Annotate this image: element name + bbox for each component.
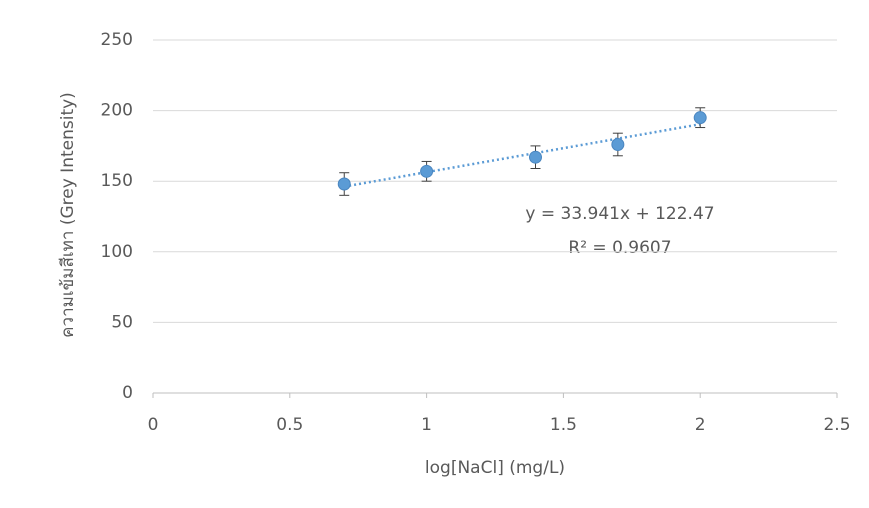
data-point <box>420 164 434 178</box>
y-axis-label: ความเข้มสีเทา (Grey Intensity) <box>58 92 78 338</box>
x-axis-label: log[NaCl] (mg/L) <box>425 458 565 478</box>
y-tick-label: 150 <box>101 171 133 191</box>
data-point <box>337 177 351 191</box>
data-point <box>528 150 542 164</box>
y-tick-label: 50 <box>111 312 133 332</box>
y-tick-label: 100 <box>101 242 133 262</box>
data-point <box>611 137 625 151</box>
x-tick-label: 2 <box>695 415 706 435</box>
data-point <box>693 111 707 125</box>
trendline <box>344 122 701 188</box>
trendline-equation: y = 33.941x + 122.47 <box>525 204 714 224</box>
x-tick-label: 0.5 <box>276 415 303 435</box>
x-tick-label: 1 <box>421 415 432 435</box>
x-tick-label: 2.5 <box>823 415 850 435</box>
x-tick-label: 1.5 <box>550 415 577 435</box>
y-tick-label: 0 <box>122 383 133 403</box>
y-tick-label: 200 <box>101 101 133 121</box>
trendline-r-squared: R² = 0.9607 <box>568 238 671 258</box>
y-tick-label: 250 <box>101 30 133 50</box>
x-tick-label: 0 <box>148 415 159 435</box>
